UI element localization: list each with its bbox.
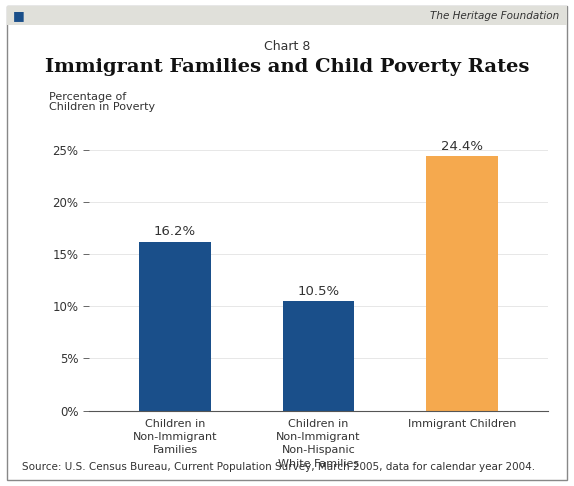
Text: 24.4%: 24.4% <box>441 140 483 153</box>
Text: Chart 8: Chart 8 <box>264 40 310 52</box>
Text: Immigrant Families and Child Poverty Rates: Immigrant Families and Child Poverty Rat… <box>45 58 529 76</box>
Text: The Heritage Foundation: The Heritage Foundation <box>430 11 560 20</box>
Bar <box>282 301 354 411</box>
FancyBboxPatch shape <box>7 6 567 25</box>
Text: 16.2%: 16.2% <box>154 226 196 239</box>
Text: Percentage of: Percentage of <box>49 92 126 102</box>
Text: Source: U.S. Census Bureau, Current Population Survey, March 2005, data for cale: Source: U.S. Census Bureau, Current Popu… <box>22 462 535 471</box>
Text: 10.5%: 10.5% <box>297 285 340 298</box>
Text: ■: ■ <box>13 9 24 22</box>
Text: Children in Poverty: Children in Poverty <box>49 102 155 112</box>
Bar <box>139 242 211 411</box>
Bar <box>426 156 498 411</box>
